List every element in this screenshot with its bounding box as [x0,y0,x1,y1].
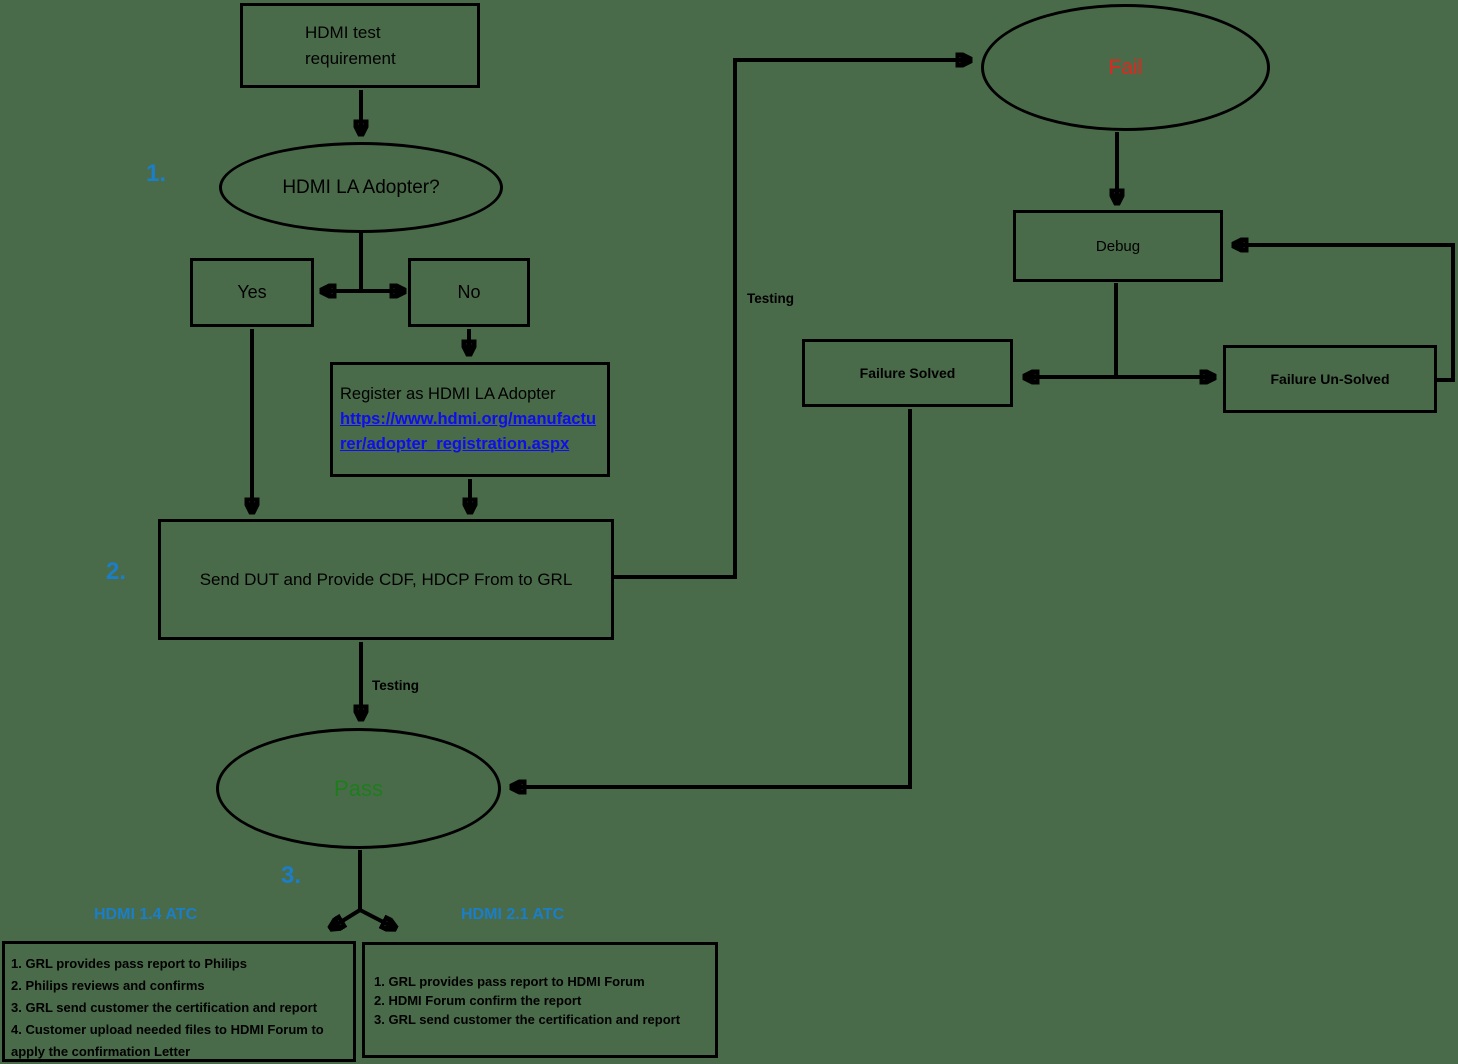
failure-unsolved-label: Failure Un-Solved [1270,371,1390,387]
list-item: 3. GRL send customer the certification a… [374,1011,681,1027]
step-number-3: 3. [281,862,302,889]
step-number-1: 1. [146,160,167,187]
register-link-line2[interactable]: rer/adopter_registration.aspx [340,435,570,453]
node-send-dut: Send DUT and Provide CDF, HDCP From to G… [158,519,614,640]
node-debug: Debug [1013,210,1223,282]
yes-label: Yes [237,282,267,302]
start-label-line2: requirement [305,48,396,68]
testing-label-pass-path: Testing [372,678,419,693]
node-register-adopter: Register as HDMI LA Adopter https://www.… [330,362,610,477]
node-hdmi-test-requirement: HDMI test requirement [240,3,480,88]
node-no: No [408,258,530,327]
edge-unsolved-to-debug [1234,245,1455,382]
debug-label: Debug [1095,237,1141,255]
hdmi-1-4-atc-steps-box: 1. GRL provides pass report to Philips 2.… [2,941,356,1062]
branch-title-hdmi-1-4-atc: HDMI 1.4 ATC [94,906,198,923]
list-item: 2. Philips reviews and confirms [11,978,205,993]
node-failure-unsolved: Failure Un-Solved [1223,345,1437,413]
register-title: Register as HDMI LA Adopter [340,385,556,403]
edge-branch-right [359,908,395,928]
list-item: 3. GRL send customer the certification a… [11,1000,318,1015]
node-yes: Yes [190,258,314,327]
failure-solved-label: Failure Solved [859,365,956,381]
testing-label-fail-path: Testing [747,291,794,306]
hdmi-2-1-atc-steps-box: 1. GRL provides pass report to HDMI Foru… [362,942,718,1058]
register-link-line1[interactable]: https://www.hdmi.org/manufactu [340,410,597,428]
list-item: 4. Customer upload needed files to HDMI … [11,1022,324,1059]
pass-label: Pass [334,775,383,801]
node-hdmi-la-adopter-decision: HDMI LA Adopter? [219,142,503,233]
edge-branch-left [331,908,362,928]
step-number-2: 2. [106,558,127,585]
node-failure-solved: Failure Solved [802,339,1013,407]
send-dut-label: Send DUT and Provide CDF, HDCP From to G… [199,569,573,589]
branch-title-hdmi-2-1-atc: HDMI 2.1 ATC [461,906,565,923]
list-item: 2. HDMI Forum confirm the report [374,992,582,1008]
start-label-line1: HDMI test [305,22,381,42]
no-label: No [457,282,481,302]
decision-label: HDMI LA Adopter? [282,176,440,198]
node-fail: Fail [981,4,1270,131]
fail-label: Fail [1108,55,1143,79]
list-item: 1. GRL provides pass report to Philips [11,956,247,971]
list-item: 1. GRL provides pass report to HDMI Foru… [374,973,645,989]
edge-solved-to-pass [512,409,912,787]
edge-senddut-to-fail [614,60,970,579]
node-pass: Pass [216,728,501,849]
